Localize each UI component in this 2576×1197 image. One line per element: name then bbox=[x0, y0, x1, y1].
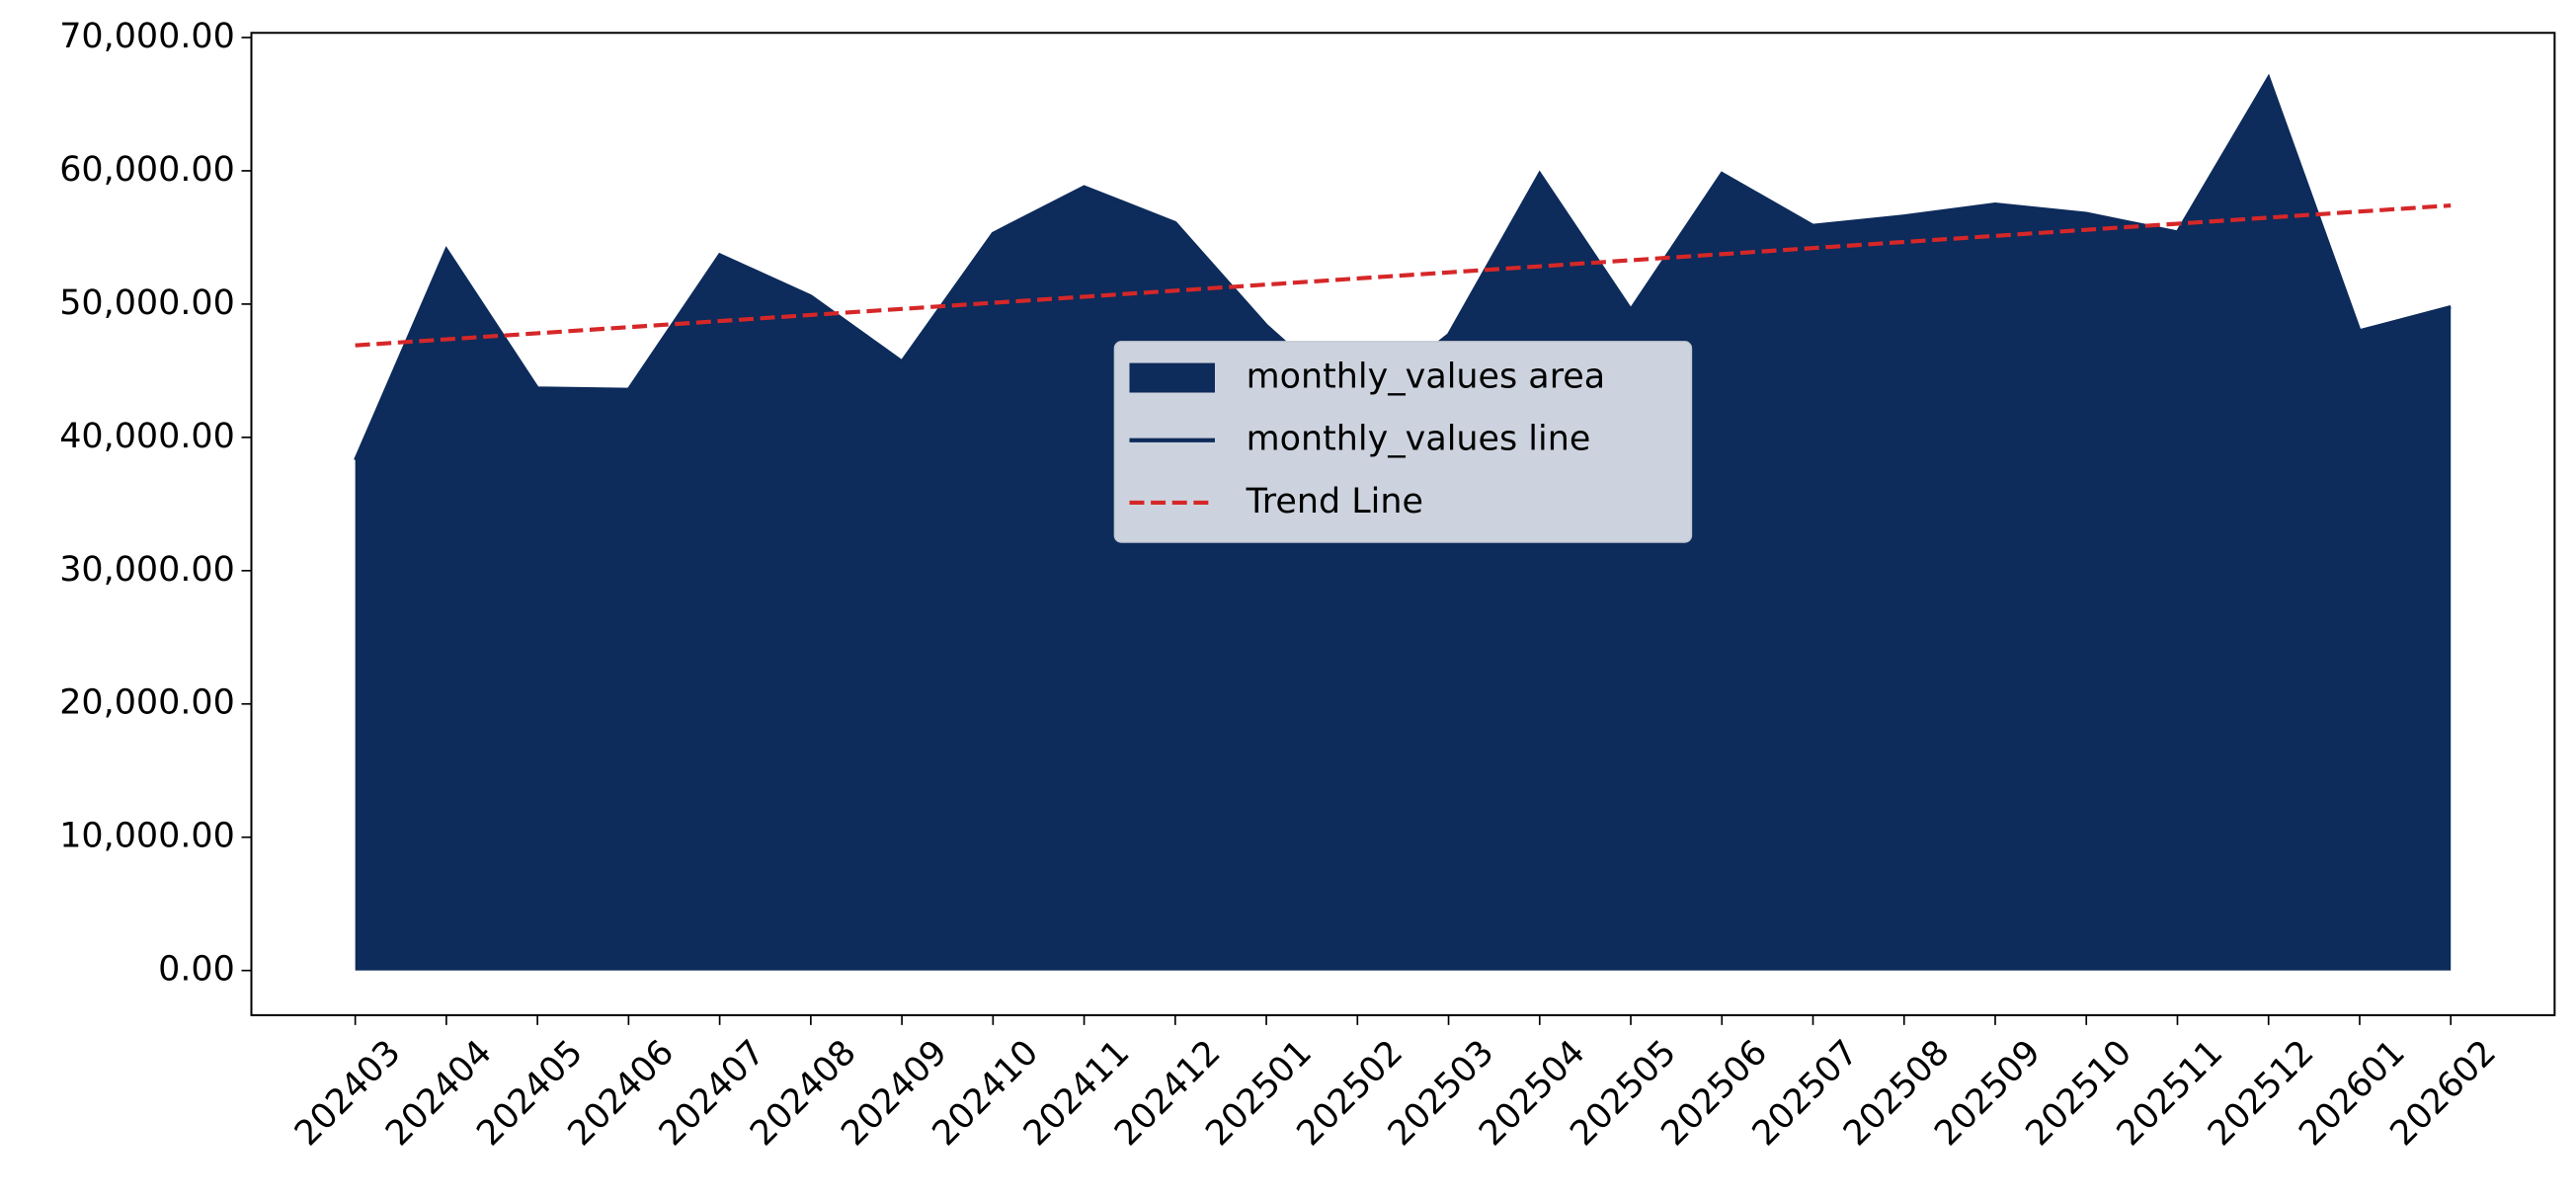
legend: monthly_values area monthly_values line Tr… bbox=[1113, 341, 1693, 543]
y-tick-label: 0.00 bbox=[158, 950, 235, 990]
legend-label: monthly_values area bbox=[1247, 358, 1606, 397]
y-tick-label: 30,000.00 bbox=[59, 550, 235, 590]
plot-frame bbox=[250, 32, 2556, 1016]
y-tick-label: 20,000.00 bbox=[59, 683, 235, 723]
trend-line bbox=[355, 202, 2452, 348]
legend-swatch bbox=[1129, 362, 1215, 393]
legend-box bbox=[1113, 341, 1693, 543]
y-tick-label: 10,000.00 bbox=[59, 817, 235, 856]
y-tick-label: 60,000.00 bbox=[59, 150, 235, 190]
y-tick-label: 50,000.00 bbox=[59, 283, 235, 323]
legend-label: Trend Line bbox=[1246, 482, 1423, 521]
y-tick-label: 40,000.00 bbox=[59, 417, 235, 456]
legend-label: monthly_values line bbox=[1247, 420, 1591, 459]
y-tick-label: 70,000.00 bbox=[59, 17, 235, 56]
